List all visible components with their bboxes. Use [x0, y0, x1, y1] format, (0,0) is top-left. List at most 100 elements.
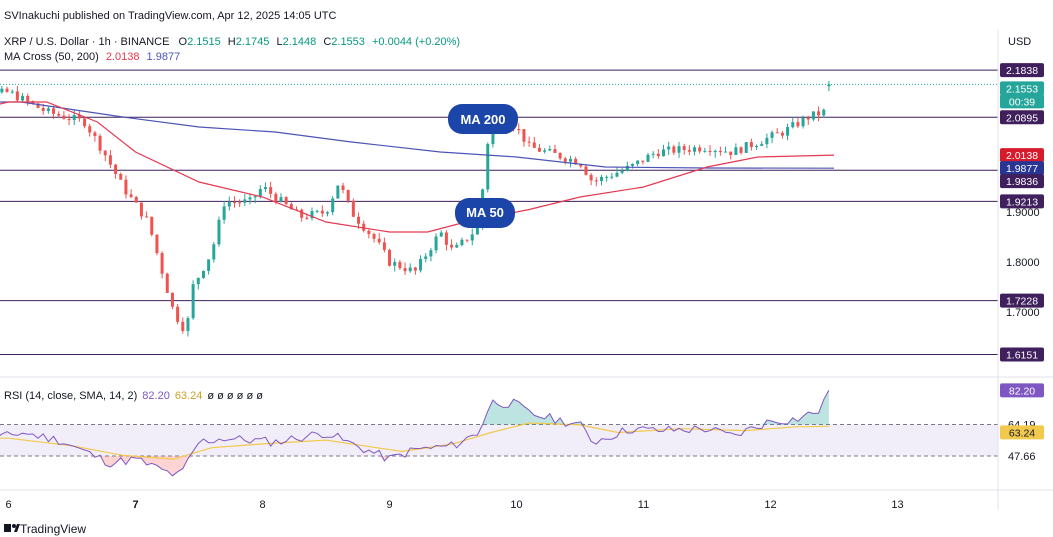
candle-body [724, 151, 728, 153]
candle-body [382, 242, 386, 250]
candle-body [124, 179, 128, 195]
candle-body [134, 196, 138, 203]
candle-body [170, 292, 174, 307]
candle-body [770, 132, 774, 138]
candle-body [289, 204, 293, 210]
candle-body [258, 189, 262, 197]
candle-body [687, 150, 691, 152]
tradingview-logo: TradingView [4, 522, 86, 536]
candle-body [367, 230, 371, 235]
candle-body [222, 206, 226, 220]
price-scale-label-bg [1000, 110, 1044, 125]
candle-body [114, 164, 118, 175]
rsi-band [0, 424, 998, 456]
rsi-value-label-bg [1000, 383, 1044, 398]
ma50-line [0, 101, 835, 233]
candle-body [21, 95, 25, 101]
candle-body [543, 150, 547, 152]
candle-body [646, 154, 650, 162]
price-scale-label: 1.6151 [1006, 349, 1038, 361]
candle-body [703, 150, 707, 152]
candle-body [284, 197, 288, 205]
candle-body [269, 187, 273, 194]
candle-body [729, 151, 733, 155]
time-tick-label: 8 [259, 499, 265, 511]
rsi-value-label-bg [1000, 425, 1044, 440]
rsi-legend-empties: ø ø ø ø ø ø [207, 390, 263, 402]
candle-body [5, 88, 9, 92]
candle-body [775, 132, 779, 134]
candle-body [62, 115, 66, 119]
candle-body [15, 91, 19, 101]
candle-body [439, 232, 443, 237]
price-scale-label: 2.0138 [1006, 150, 1038, 162]
candle-body [486, 143, 490, 190]
candle-body [248, 197, 252, 200]
rsi-legend-name: RSI (14, close, SMA, 14, 2) [4, 390, 137, 402]
ma50-callout-label: MA 50 [466, 205, 504, 220]
candle-body [450, 244, 454, 248]
candle-body [682, 146, 686, 151]
candle-body [455, 245, 459, 248]
ma50-callout: MA 50 [455, 198, 515, 228]
candle-body [217, 219, 221, 245]
price-scale-label-bg [1000, 347, 1044, 362]
candle-body [460, 239, 464, 246]
time-tick-label: 12 [764, 499, 776, 511]
candle-body [57, 113, 61, 116]
ma50-value: 2.0138 [106, 51, 140, 63]
candle-body [305, 217, 309, 219]
candle-body [326, 212, 330, 214]
candle-body [739, 147, 743, 153]
ma-cross-label: MA Cross (50, 200) [4, 51, 99, 63]
candle-body [238, 202, 242, 204]
candle-body [98, 135, 102, 151]
candle-body [548, 149, 552, 151]
candle-body [181, 321, 185, 331]
candle-body [568, 158, 572, 162]
candle-body [351, 200, 355, 217]
price-scale-label: 1.7228 [1006, 296, 1038, 308]
price-scale-label-bg [1000, 148, 1044, 163]
candle-body [584, 166, 588, 175]
candle-body [26, 95, 30, 102]
candle-body [393, 262, 397, 266]
candle-body [77, 115, 81, 119]
price-axis: 1.70001.80001.90002.18382.155300:392.089… [0, 30, 1053, 511]
close-label: C [323, 36, 331, 48]
time-tick-label: 7 [132, 499, 138, 511]
candle-body [108, 155, 112, 165]
candle-body [558, 152, 562, 159]
price-scale-label: 2.1838 [1006, 65, 1038, 77]
candle-body [201, 270, 205, 278]
candle-body [103, 150, 107, 156]
price-scale-label: 1.9877 [1006, 163, 1038, 175]
ma200-value: 1.9877 [147, 51, 181, 63]
candle-body [46, 108, 50, 112]
candle-body [346, 190, 350, 201]
rsi-ma-line [0, 422, 829, 460]
open-value: 2.1515 [187, 36, 221, 48]
candle-body [574, 158, 578, 165]
candle-body [589, 174, 593, 181]
candle-body [522, 129, 526, 142]
candle-body [0, 88, 4, 93]
currency-label[interactable]: USD [1008, 36, 1031, 48]
rsi-value-label: 82.20 [1009, 385, 1035, 397]
candle-body [279, 197, 283, 202]
candle-body [300, 209, 304, 218]
candle-body [620, 170, 624, 173]
rsi-oversold-fill [0, 455, 829, 476]
rsi-tick-label: 47.66 [1008, 451, 1036, 463]
candle-body [553, 149, 557, 153]
candle-body [780, 132, 784, 136]
candle-body [196, 277, 200, 285]
candle-body [212, 244, 216, 260]
price-scale-label: 1.9213 [1006, 196, 1038, 208]
rsi-legend: RSI (14, close, SMA, 14, 2) 82.20 63.24 ø ø… [4, 390, 263, 402]
candle-body [791, 122, 795, 128]
ohlc-legend: XRP / U.S. Dollar · 1h · BINANCE O2.1515… [4, 36, 460, 48]
low-value: 2.1448 [283, 36, 317, 48]
candle-body [145, 216, 149, 218]
